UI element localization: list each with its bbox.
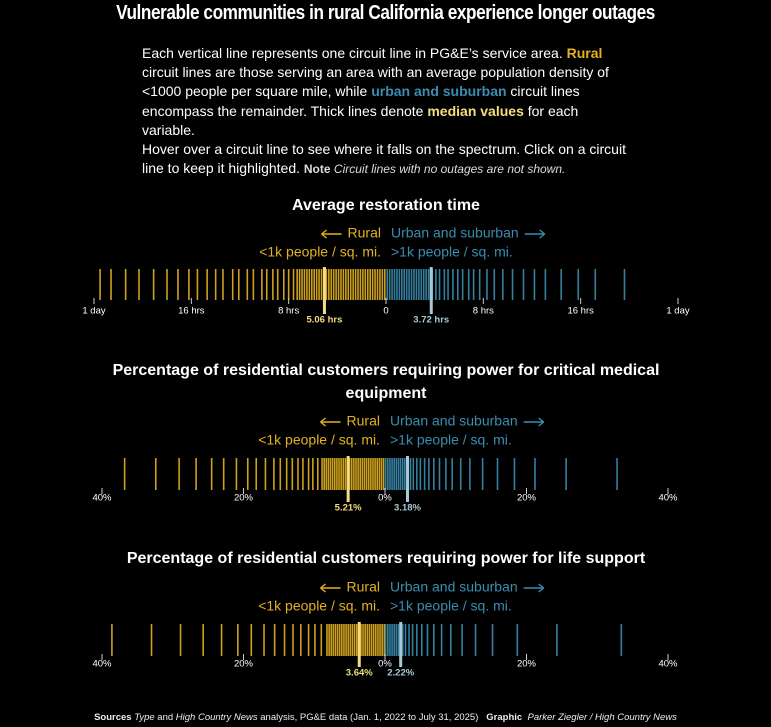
highlight: Rural bbox=[566, 45, 603, 61]
text: Type bbox=[134, 712, 155, 723]
highlight: median values bbox=[427, 102, 524, 119]
legend-sublabel: >1k people / sq. mi. bbox=[390, 598, 512, 614]
x-tick-label: 20% bbox=[234, 659, 254, 670]
x-tick-label: 40% bbox=[658, 659, 678, 670]
note-label: Note bbox=[303, 162, 331, 177]
x-tick-label: 20% bbox=[517, 659, 537, 670]
median-label: 3.18% bbox=[394, 503, 421, 514]
legend-label: Rural bbox=[348, 225, 381, 241]
x-tick-label: 0 bbox=[383, 306, 388, 317]
legend-label: Rural bbox=[347, 413, 380, 429]
x-tick-label: 40% bbox=[92, 493, 112, 504]
headline: Vulnerable communities in rural Californ… bbox=[116, 2, 655, 24]
text: and bbox=[154, 712, 176, 723]
legend-sublabel: >1k people / sq. mi. bbox=[390, 432, 512, 448]
text: Parker Ziegler / High Country News bbox=[527, 712, 677, 723]
x-tick-label: 1 day bbox=[82, 306, 105, 317]
chart-title: Average restoration time bbox=[292, 197, 480, 214]
legend-label: Rural bbox=[347, 579, 380, 595]
median-label: 2.22% bbox=[387, 668, 414, 679]
x-tick-label: 8 hrs bbox=[473, 306, 494, 317]
median-label: 5.21% bbox=[335, 503, 362, 514]
sources: Sources Type and High Country News analy… bbox=[0, 712, 771, 723]
x-tick-label: 16 hrs bbox=[178, 306, 205, 317]
chart-title: Percentage of residential customers requ… bbox=[112, 362, 660, 402]
legend-sublabel: <1k people / sq. mi. bbox=[259, 244, 381, 260]
x-tick-label: 20% bbox=[234, 493, 254, 504]
x-tick-label: 8 hrs bbox=[278, 306, 299, 317]
median-label: 3.72 hrs bbox=[413, 315, 449, 326]
sources-label: Sources bbox=[94, 712, 132, 723]
legend-arrowhead bbox=[320, 583, 326, 593]
legend-label: Urban and suburban bbox=[390, 579, 518, 595]
legend-arrowhead bbox=[320, 417, 326, 427]
text: for each variable. bbox=[142, 102, 579, 138]
legend-sublabel: <1k people / sq. mi. bbox=[258, 598, 380, 614]
text: High Country News bbox=[175, 712, 258, 723]
median-label: 5.06 hrs bbox=[306, 315, 342, 326]
text: Each vertical line represents one circui… bbox=[142, 45, 567, 61]
legend-label: Urban and suburban bbox=[390, 413, 518, 429]
x-tick-label: 1 day bbox=[666, 306, 689, 317]
legend-arrowhead bbox=[538, 417, 545, 427]
text: circuit lines are those serving an area … bbox=[142, 64, 609, 100]
x-tick-label: 20% bbox=[517, 493, 537, 504]
x-tick-label: 40% bbox=[92, 659, 112, 670]
x-tick-label: 0% bbox=[378, 659, 392, 670]
text: Hover over a circuit line to see where i… bbox=[142, 141, 626, 177]
median-label: 3.64% bbox=[346, 668, 373, 679]
legend-sublabel: <1k people / sq. mi. bbox=[258, 432, 380, 448]
intro-paragraph: Each vertical line represents one circui… bbox=[142, 44, 634, 140]
x-tick-label: 0% bbox=[378, 493, 392, 504]
note: Circuit lines with no outages are not sh… bbox=[330, 162, 566, 177]
x-tick-label: 16 hrs bbox=[567, 306, 594, 317]
legend-arrowhead bbox=[321, 229, 327, 239]
x-tick-label: 40% bbox=[658, 493, 678, 504]
legend-arrowhead bbox=[538, 583, 545, 593]
legend-label: Urban and suburban bbox=[391, 225, 519, 241]
intro-paragraph: Hover over a circuit line to see where i… bbox=[142, 140, 634, 179]
legend-sublabel: >1k people / sq. mi. bbox=[391, 244, 513, 260]
graphic-label: Graphic bbox=[486, 712, 523, 723]
legend-arrowhead bbox=[539, 229, 546, 239]
text: analysis, PG&E data (Jan. 1, 2022 to Jul… bbox=[257, 712, 479, 723]
text: circuit lines encompass the remainder. T… bbox=[142, 83, 580, 119]
chart-title: Percentage of residential customers requ… bbox=[126, 550, 646, 567]
highlight: urban and suburban bbox=[371, 83, 507, 100]
